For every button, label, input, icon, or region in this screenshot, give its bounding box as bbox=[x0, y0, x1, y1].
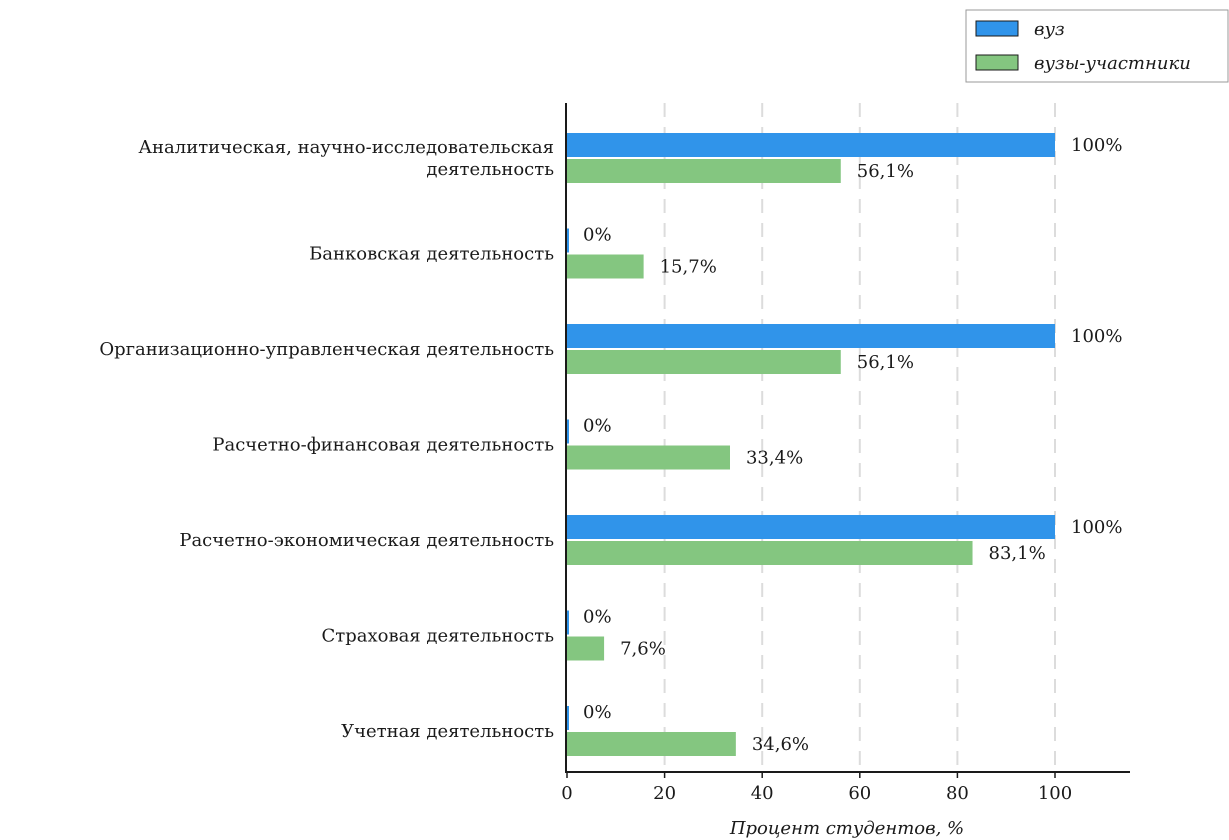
bar-value-label: 100% bbox=[1071, 135, 1122, 156]
bar-vuzy-uchastniki bbox=[567, 541, 973, 565]
x-tick-label: 40 bbox=[751, 783, 774, 804]
bar-value-label: 33,4% bbox=[746, 448, 803, 469]
bar-value-label: 34,6% bbox=[752, 734, 809, 755]
legend-label-vuzy-uchastniki: вузы-участники bbox=[1034, 53, 1191, 74]
bar-vuzy-uchastniki bbox=[567, 350, 841, 374]
category-label: Расчетно-экономическая деятельность bbox=[179, 530, 554, 551]
legend-label-vuz: вуз bbox=[1034, 19, 1065, 40]
bar-value-label: 100% bbox=[1071, 326, 1122, 347]
bar-vuzy-uchastniki bbox=[567, 159, 841, 183]
bar-vuz bbox=[567, 706, 569, 730]
bar-vuzy-uchastniki bbox=[567, 445, 730, 470]
bar-vuzy-uchastniki bbox=[567, 732, 736, 756]
x-tick-label: 60 bbox=[848, 783, 871, 804]
axes bbox=[565, 103, 1130, 773]
bar-value-label: 100% bbox=[1071, 517, 1122, 538]
category-label: деятельность bbox=[426, 159, 554, 180]
legend-swatch-vuzy-uchastniki bbox=[975, 54, 1019, 71]
legend-swatch-vuz bbox=[975, 20, 1019, 37]
category-label: Страховая деятельность bbox=[321, 626, 554, 647]
bar-value-label: 15,7% bbox=[660, 257, 717, 278]
category-label: Аналитическая, научно-исследовательская bbox=[138, 137, 554, 158]
x-tick-label: 20 bbox=[653, 783, 676, 804]
bar-value-label: 56,1% bbox=[857, 352, 914, 373]
x-tick-label: 100 bbox=[1038, 783, 1072, 804]
x-tick-label: 80 bbox=[946, 783, 969, 804]
x-tick-label: 0 bbox=[561, 783, 572, 804]
bar-vuz bbox=[567, 610, 569, 635]
bar-value-label: 0% bbox=[583, 607, 612, 628]
bar-value-label: 0% bbox=[583, 702, 612, 723]
value-labels: 100% 56,1% 0% 15,7% 100% 56,1% 0% 33,4% 100% 83,1… bbox=[583, 135, 1122, 755]
bar-value-label: 0% bbox=[583, 416, 612, 437]
bar-value-label: 0% bbox=[583, 225, 612, 246]
bar-value-label: 56,1% bbox=[857, 161, 914, 182]
bar-vuz bbox=[567, 133, 1055, 157]
category-label: Банковская деятельность bbox=[309, 244, 554, 265]
category-label: Расчетно-финансовая деятельность bbox=[212, 435, 554, 456]
category-label: Учетная деятельность bbox=[341, 721, 554, 742]
bar-vuzy-uchastniki bbox=[567, 636, 605, 661]
bar-value-label: 7,6% bbox=[620, 639, 666, 660]
bars bbox=[567, 133, 1055, 756]
bar-vuz bbox=[567, 419, 569, 444]
bar-value-label: 83,1% bbox=[989, 543, 1046, 564]
grid-lines bbox=[663, 103, 1056, 771]
legend: вуз вузы-участники bbox=[965, 9, 1229, 83]
x-axis-title: Процент студентов, % bbox=[729, 818, 964, 839]
bar-vuz bbox=[567, 515, 1055, 539]
x-ticks: 0 20 40 60 80 100 bbox=[561, 772, 1072, 804]
category-label: Организационно-управленческая деятельнос… bbox=[99, 339, 554, 360]
bar-vuzy-uchastniki bbox=[567, 254, 644, 279]
bar-vuz bbox=[567, 324, 1055, 348]
category-labels: Аналитическая, научно-исследовательскаяд… bbox=[99, 137, 554, 742]
bar-vuz bbox=[567, 228, 569, 253]
